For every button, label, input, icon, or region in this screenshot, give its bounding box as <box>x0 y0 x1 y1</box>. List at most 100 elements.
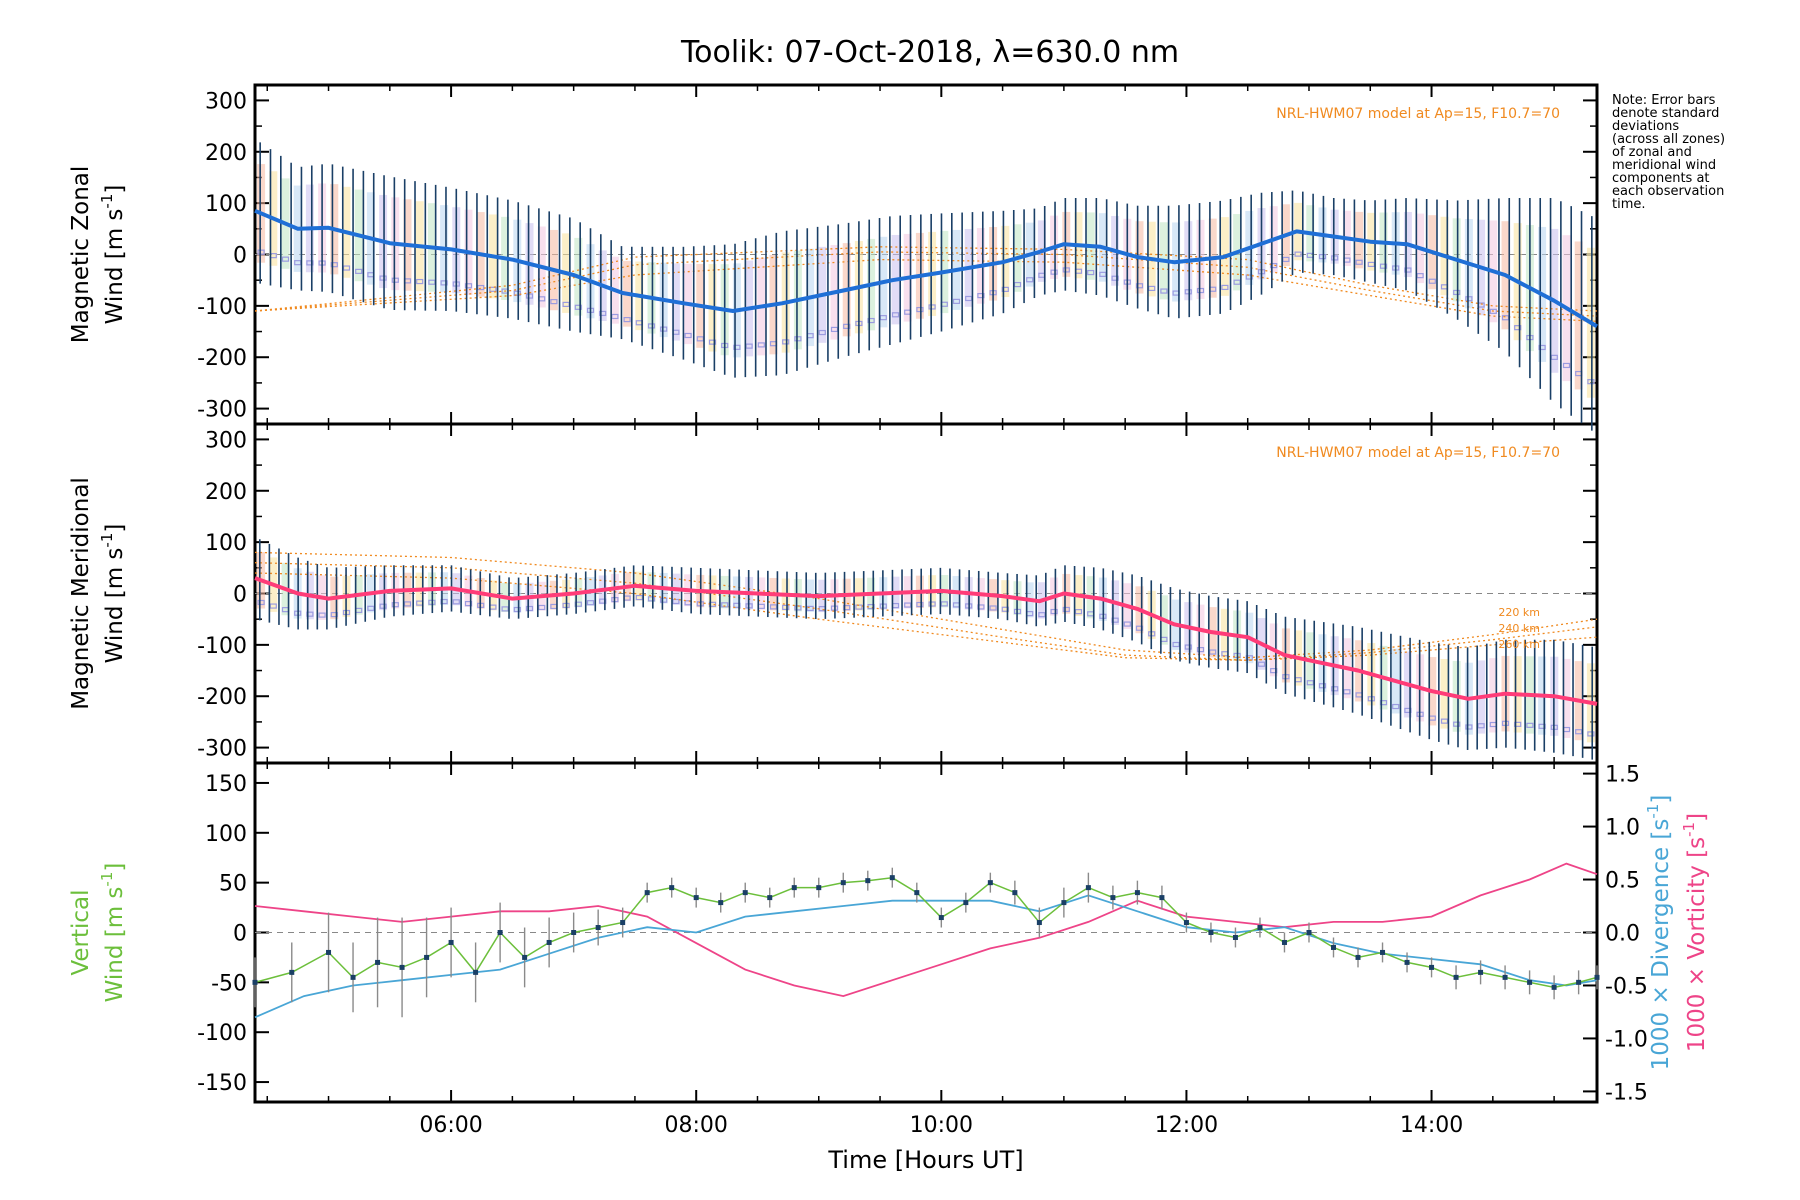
mean-wind-line <box>254 576 1598 706</box>
x-tick-label: 10:00 <box>910 1113 973 1138</box>
scatter-point <box>538 604 546 611</box>
scatter-point <box>452 599 460 605</box>
note-line: deviations <box>1612 119 1679 134</box>
vertical-wind-point <box>546 939 552 945</box>
vertical-wind-point <box>350 974 356 980</box>
vertical-wind-point <box>1576 979 1582 985</box>
scatter-point <box>635 594 643 601</box>
vertical-wind-point <box>1331 944 1337 950</box>
scatter-point <box>513 290 521 296</box>
y-tick-label: 0 <box>233 244 247 269</box>
vertical-wind-point <box>1429 964 1435 970</box>
scatter-point <box>1294 251 1302 257</box>
scatter-point <box>489 286 497 292</box>
scatter-point <box>818 329 826 336</box>
vertical-wind-point <box>1281 939 1287 945</box>
scatter-point <box>1379 263 1388 269</box>
y-tick-label: 200 <box>205 141 247 166</box>
note-line: denote standard <box>1612 106 1719 121</box>
scatter-point <box>1489 308 1497 314</box>
scatter-point <box>647 596 656 602</box>
vertical-wind-point <box>497 930 503 935</box>
vertical-wind-point <box>1355 954 1361 960</box>
scatter-point <box>379 275 387 281</box>
vertical-wind-point <box>1527 979 1533 985</box>
vertical-wind-point <box>326 949 332 955</box>
x-axis-ticks: 06:00 08:00 10:00 12:00 14:00 <box>266 85 1555 1138</box>
vertical-wind-point <box>1404 959 1410 965</box>
scatter-point <box>440 598 448 605</box>
scatter-point <box>367 605 375 611</box>
scatter-point <box>733 602 741 608</box>
scatter-point <box>782 604 790 610</box>
vorticity-line <box>254 862 1598 998</box>
y-tick-label: -100 <box>197 1021 247 1046</box>
y-tick-label: -300 <box>197 737 247 762</box>
vertical-wind-point <box>1183 920 1189 926</box>
scatter-point <box>843 605 851 611</box>
scatter-point <box>379 603 387 609</box>
scatter-point <box>574 601 582 607</box>
vertical-wind-point <box>644 890 650 896</box>
meridional-model-label: NRL-HWM07 model at Ap=15, F10.7=70 <box>1276 445 1560 461</box>
vertical-wind-point <box>963 900 969 906</box>
vertical-wind-point <box>1502 974 1508 980</box>
scatter-point <box>599 598 607 604</box>
note-line: meridional wind <box>1612 158 1716 173</box>
y-tick-label: 0 <box>233 922 247 947</box>
vertical-wind-point <box>865 878 871 884</box>
scatter-point <box>1123 621 1131 627</box>
scatter-point <box>599 310 607 317</box>
scatter-point <box>928 601 936 607</box>
vertical-wind-point <box>938 915 944 921</box>
scatter-point <box>1245 274 1253 280</box>
scatter-point <box>1184 289 1192 295</box>
vertical-wind-point <box>1257 925 1263 931</box>
scatter-point <box>1465 296 1473 302</box>
scatter-point <box>916 306 924 313</box>
scatter-point <box>1270 262 1278 269</box>
divergence-axis-label: 1000 × Divergence [s-1] <box>1644 795 1674 1071</box>
y-tick-label: -100 <box>197 634 247 659</box>
vertical-wind-point <box>522 954 528 960</box>
vertical-wind-point <box>816 885 822 891</box>
scatter-point <box>1172 641 1180 648</box>
vertical-wind-point <box>791 885 797 891</box>
note-line: each observation <box>1612 184 1724 199</box>
scatter-point <box>769 604 778 610</box>
scatter-point <box>928 304 936 310</box>
y-tick-label: 50 <box>219 872 247 897</box>
scatter-point <box>1465 724 1473 730</box>
vertical-wind-point <box>571 930 577 935</box>
scatter-point <box>1318 253 1327 260</box>
scatter-point <box>550 299 558 305</box>
scatter-point <box>1318 683 1327 689</box>
y-axis-label-bottom: Wind [m s-1] <box>98 185 128 325</box>
scatter-point <box>391 602 399 608</box>
scatter-point <box>660 326 668 332</box>
y-tick-label: -200 <box>197 346 247 371</box>
scatter-point <box>1453 721 1461 727</box>
scatter-point <box>1477 723 1485 729</box>
scatter-point <box>1184 644 1192 650</box>
scatter-point <box>1050 608 1058 615</box>
y-tick-label: 300 <box>205 89 247 114</box>
scatter-point <box>794 336 802 342</box>
scatter-point <box>1404 267 1412 273</box>
scatter-point <box>586 600 595 606</box>
vertical-y-label-bottom: Wind [m s-1] <box>98 863 128 1003</box>
scatter-point <box>281 256 290 262</box>
scatter-point <box>1087 269 1095 276</box>
scatter-point <box>1587 731 1595 737</box>
scatter-point <box>647 323 656 329</box>
vorticity-axis-label: 1000 × Vorticity [s-1] <box>1680 813 1710 1052</box>
scatter-point <box>977 292 985 299</box>
vertical-wind-point <box>693 895 699 901</box>
scatter-point <box>843 323 851 329</box>
y-tick-label: 0 <box>233 583 247 608</box>
scatter-point <box>904 602 912 608</box>
y-axis-label-top: Magnetic Zonal <box>68 166 94 344</box>
scatter-point <box>672 598 680 605</box>
scatter-point <box>891 312 900 318</box>
zonal-panel: 300 200 100 0 -100 -200 -300 <box>197 89 1599 431</box>
